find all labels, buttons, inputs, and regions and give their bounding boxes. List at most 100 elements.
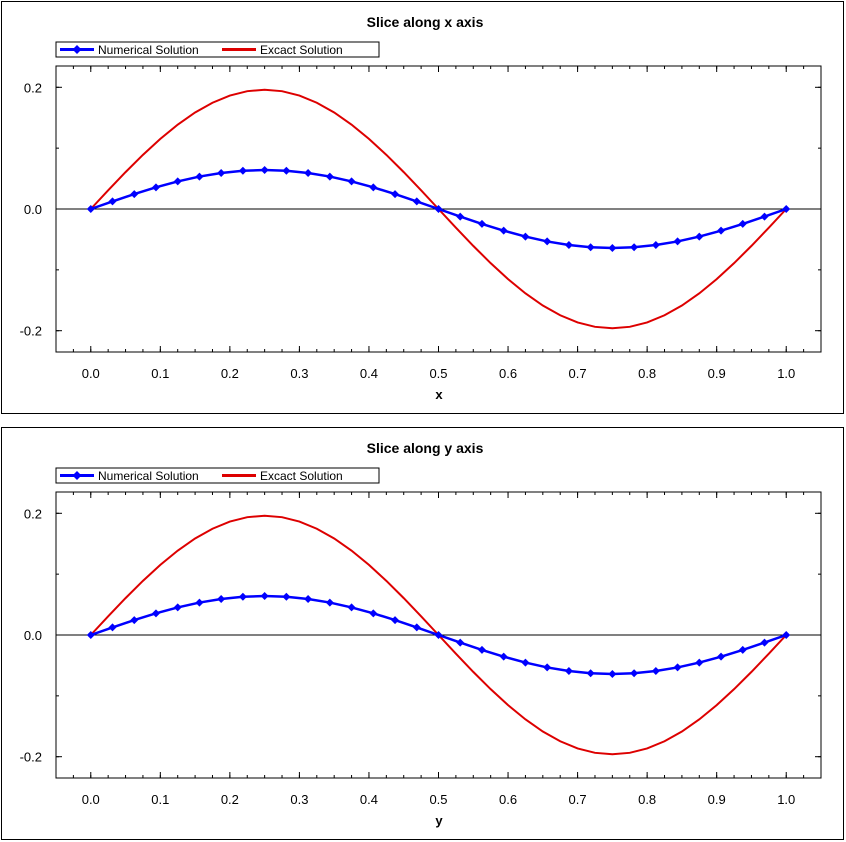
- data-point-numerical: [412, 197, 421, 206]
- data-point-numerical: [325, 172, 334, 181]
- x-axis-label: y: [435, 813, 443, 828]
- data-point-numerical: [782, 205, 791, 213]
- data-point-numerical: [499, 652, 508, 661]
- data-point-numerical: [630, 669, 639, 678]
- chart-title: Slice along x axis: [367, 14, 484, 30]
- axis-ticks: [55, 492, 822, 778]
- data-point-numerical: [173, 177, 182, 186]
- data-point-numerical: [391, 190, 400, 199]
- chart-panel-y: Slice along y axis Numerical Solution Ex…: [1, 427, 844, 840]
- data-point-numerical: [543, 237, 552, 246]
- data-point-numerical: [217, 169, 226, 178]
- x-tick-label: 0.7: [569, 792, 587, 807]
- data-point-numerical: [760, 638, 769, 647]
- x-tick-label: 0.6: [499, 792, 517, 807]
- x-tick-label: 0.9: [708, 792, 726, 807]
- data-point-numerical: [391, 616, 400, 625]
- data-point-numerical: [695, 232, 704, 241]
- x-tick-label: 0.6: [499, 366, 517, 381]
- y-tick-labels: 0.2 0.0 -0.2: [20, 506, 42, 764]
- data-point-numerical: [260, 592, 269, 601]
- data-point-numerical: [564, 666, 573, 675]
- y-tick-label: 0.2: [24, 80, 42, 95]
- x-tick-labels: 0.0 0.1 0.2 0.3 0.4 0.5 0.6 0.7 0.8 0.9 …: [82, 792, 796, 807]
- data-point-numerical: [673, 237, 682, 246]
- data-point-numerical: [586, 669, 595, 678]
- data-point-numerical: [238, 592, 247, 601]
- data-point-numerical: [782, 631, 791, 639]
- y-tick-labels: 0.2 0.0 -0.2: [20, 80, 42, 338]
- x-tick-label: 0.5: [429, 366, 447, 381]
- legend-marker-numerical: [72, 45, 82, 54]
- x-tick-label: 0.3: [290, 792, 308, 807]
- data-point-numerical: [564, 240, 573, 249]
- chart-title: Slice along y axis: [367, 440, 484, 456]
- data-point-numerical: [651, 666, 660, 675]
- data-point-numerical: [456, 638, 465, 647]
- legend-label-numerical: Numerical Solution: [98, 43, 199, 57]
- data-point-numerical: [738, 219, 747, 228]
- x-tick-label: 0.2: [221, 792, 239, 807]
- data-point-numerical: [347, 603, 356, 612]
- data-point-numerical: [108, 197, 117, 206]
- data-point-numerical: [717, 652, 726, 661]
- chart-x-slice: Slice along x axis Numerical Solution Ex…: [20, 14, 822, 402]
- data-point-numerical: [130, 190, 139, 199]
- x-tick-label: 0.2: [221, 366, 239, 381]
- x-tick-label: 0.4: [360, 792, 378, 807]
- data-point-numerical: [521, 658, 530, 667]
- y-tick-label: 0.0: [24, 202, 42, 217]
- chart-y-slice: Slice along y axis Numerical Solution Ex…: [20, 440, 822, 828]
- x-tick-label: 0.7: [569, 366, 587, 381]
- x-tick-label: 0.1: [151, 792, 169, 807]
- axis-ticks: [55, 66, 822, 352]
- x-tick-label: 1.0: [777, 792, 795, 807]
- data-point-numerical: [217, 595, 226, 604]
- data-point-numerical: [369, 609, 378, 618]
- legend-label-exact: Excact Solution: [260, 43, 343, 57]
- data-point-numerical: [586, 243, 595, 252]
- x-tick-label: 0.8: [638, 792, 656, 807]
- x-tick-label: 0.8: [638, 366, 656, 381]
- data-point-numerical: [543, 663, 552, 672]
- data-point-numerical: [86, 205, 95, 213]
- x-tick-label: 0.4: [360, 366, 378, 381]
- data-point-numerical: [651, 240, 660, 249]
- data-point-numerical: [151, 183, 160, 192]
- series-layer: [86, 514, 791, 756]
- data-point-numerical: [130, 616, 139, 625]
- legend: Numerical Solution Excact Solution: [55, 41, 380, 58]
- data-point-numerical: [173, 603, 182, 612]
- data-point-numerical: [282, 592, 291, 601]
- data-point-numerical: [195, 598, 204, 607]
- data-point-numerical: [477, 645, 486, 654]
- data-point-numerical: [456, 212, 465, 221]
- x-tick-label: 1.0: [777, 366, 795, 381]
- y-tick-label: -0.2: [20, 324, 42, 339]
- data-point-numerical: [238, 166, 247, 175]
- data-point-numerical: [434, 205, 443, 213]
- series-layer: [86, 88, 791, 330]
- data-point-numerical: [412, 623, 421, 632]
- chart-panel-x: Slice along x axis Numerical Solution Ex…: [1, 1, 844, 414]
- data-point-numerical: [630, 243, 639, 252]
- data-point-numerical: [304, 169, 313, 178]
- x-tick-label: 0.0: [82, 366, 100, 381]
- data-point-numerical: [673, 663, 682, 672]
- x-axis-label: x: [435, 387, 443, 402]
- data-point-numerical: [369, 183, 378, 192]
- legend: Numerical Solution Excact Solution: [55, 467, 380, 484]
- data-point-numerical: [195, 172, 204, 181]
- data-point-numerical: [325, 598, 334, 607]
- x-tick-label: 0.1: [151, 366, 169, 381]
- data-point-numerical: [151, 609, 160, 618]
- data-point-numerical: [521, 232, 530, 241]
- data-point-numerical: [717, 226, 726, 235]
- data-point-numerical: [499, 226, 508, 235]
- data-point-numerical: [760, 212, 769, 221]
- legend-marker-numerical: [72, 471, 82, 480]
- data-point-numerical: [434, 631, 443, 639]
- data-point-numerical: [282, 166, 291, 175]
- x-tick-label: 0.0: [82, 792, 100, 807]
- data-point-numerical: [695, 658, 704, 667]
